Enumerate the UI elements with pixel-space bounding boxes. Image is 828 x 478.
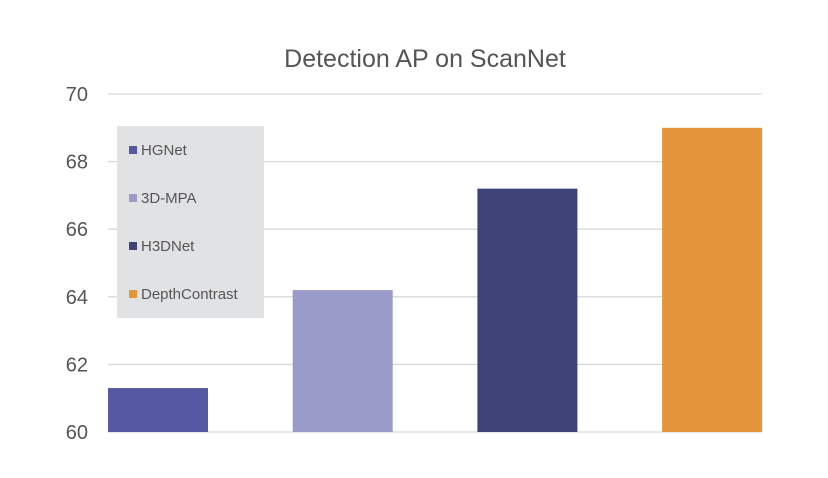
- y-tick-label: 66: [66, 219, 88, 241]
- y-tick-label: 60: [66, 422, 88, 444]
- legend-label: H3DNet: [141, 238, 195, 255]
- y-tick-label: 68: [66, 152, 88, 174]
- y-tick-label: 70: [66, 84, 88, 106]
- bar-hgnet: [108, 388, 208, 432]
- chart-title: Detection AP on ScanNet: [284, 45, 566, 73]
- legend-swatch: [129, 194, 137, 202]
- legend-label: HGNet: [141, 142, 188, 159]
- legend-swatch: [129, 290, 137, 298]
- legend-swatch: [129, 146, 137, 154]
- legend-label: 3D-MPA: [141, 190, 197, 207]
- y-tick-label: 64: [66, 287, 88, 309]
- bar-3d-mpa: [292, 290, 393, 432]
- y-tick-label: 62: [66, 354, 88, 376]
- bar-h3dnet: [477, 188, 578, 432]
- bar-depthcontrast: [662, 127, 763, 433]
- y-axis-ticks: 60 62 64 66 68 70: [66, 84, 88, 444]
- legend-label: DepthContrast: [141, 286, 239, 303]
- legend-swatch: [129, 242, 137, 250]
- bars: [108, 127, 763, 433]
- legend-box: [117, 126, 264, 318]
- legend: HGNet 3D-MPA H3DNet DepthContrast: [117, 126, 264, 318]
